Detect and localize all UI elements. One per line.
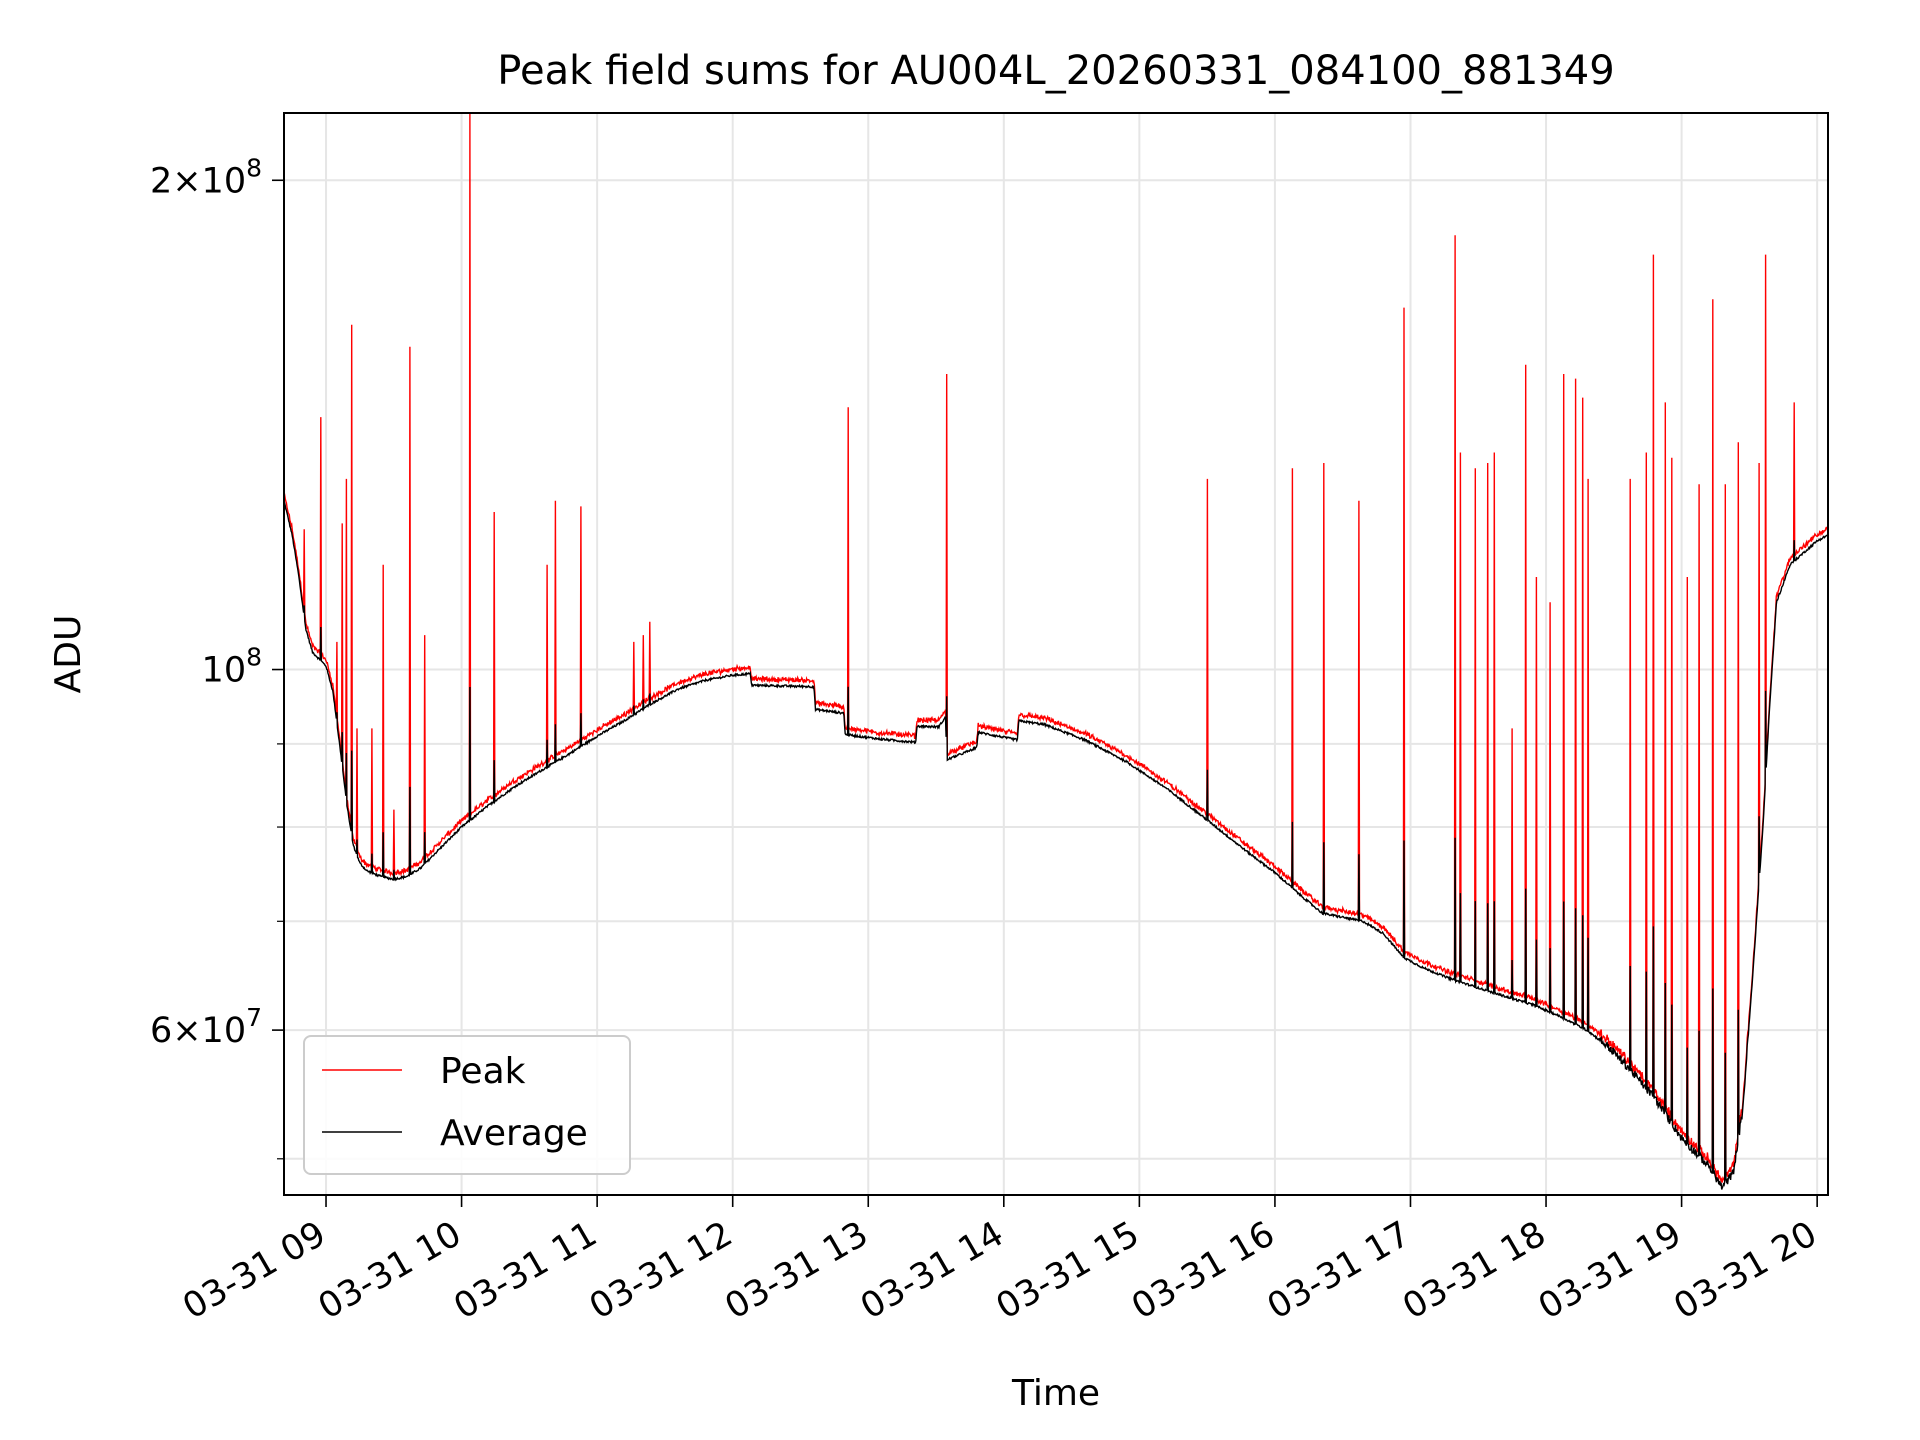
y-tick-label: 108: [202, 643, 262, 691]
y-axis-label: ADU: [48, 615, 89, 694]
plot-frame: [283, 112, 1829, 1196]
average-series-line: [284, 500, 1828, 1190]
plot-area: [284, 113, 1828, 1190]
legend-peak-label: Peak: [440, 1051, 526, 1092]
y-tick-label: 2×108: [150, 153, 262, 201]
chart-title: Peak field sums for AU004L_20260331_0841…: [497, 48, 1614, 94]
legend-average-label: Average: [440, 1113, 588, 1154]
peak-series-line: [284, 113, 1828, 1183]
x-axis-label: Time: [1011, 1373, 1100, 1414]
y-tick-label: 6×107: [150, 1003, 262, 1051]
legend: Peak Average: [303, 1035, 631, 1175]
grid: [284, 113, 1828, 1195]
